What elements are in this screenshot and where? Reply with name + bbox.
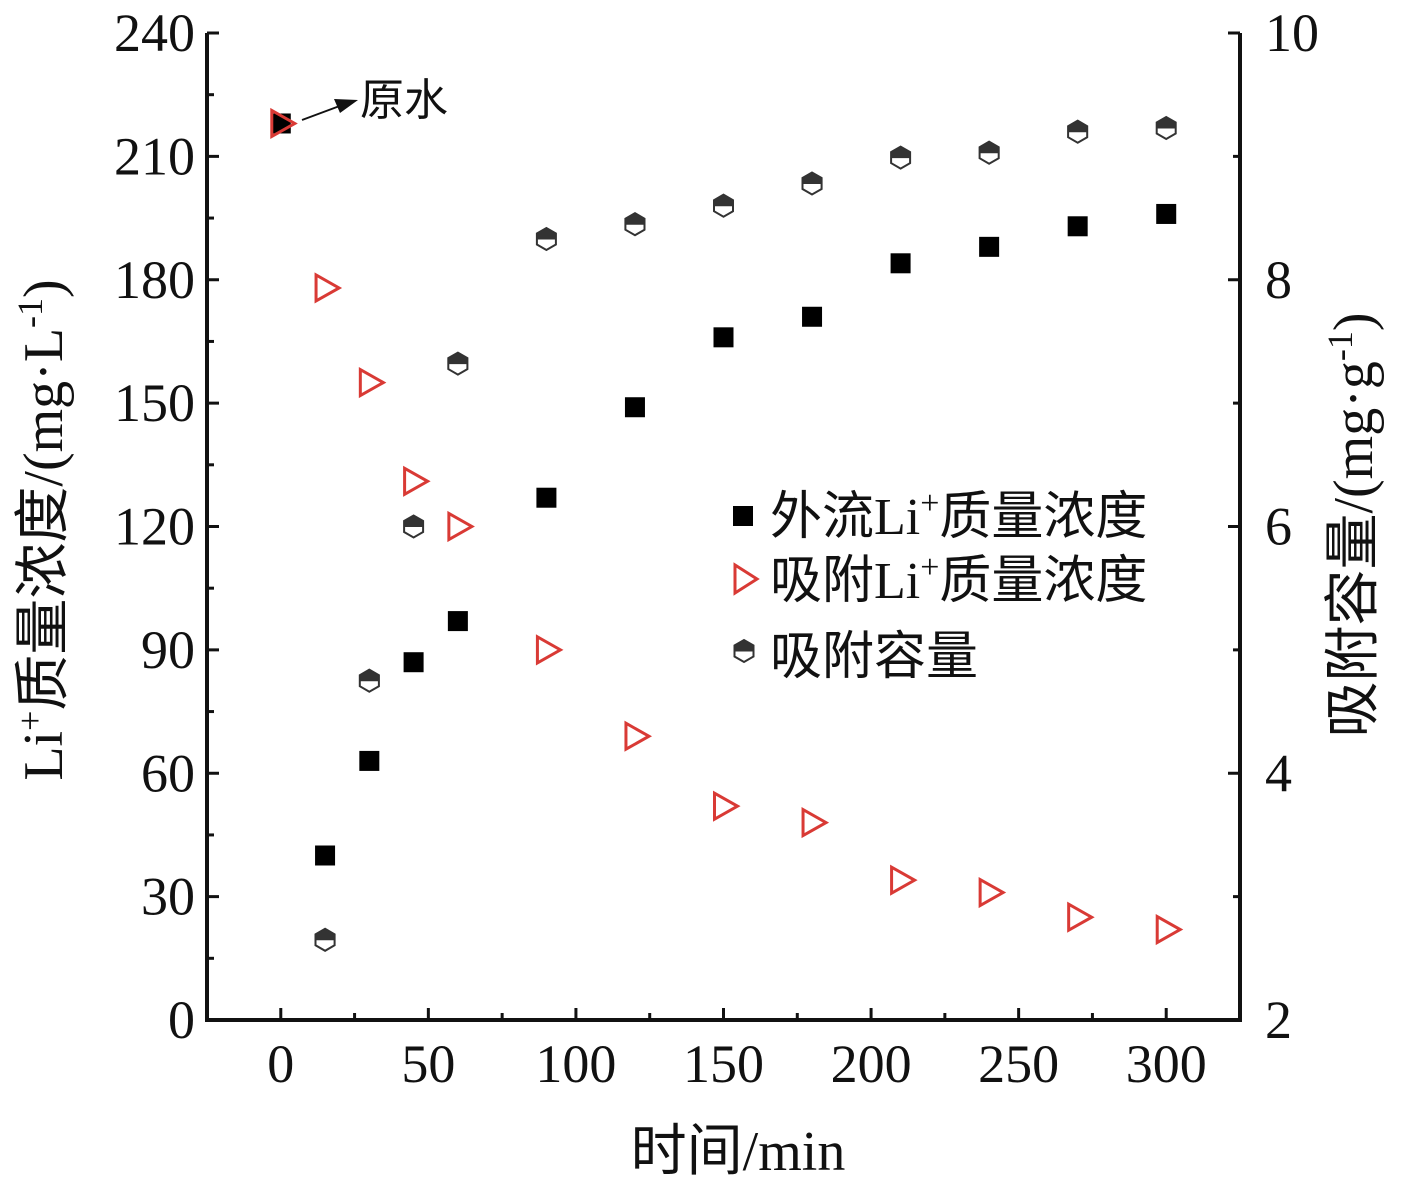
data-point-triangle (314, 272, 343, 304)
legend-marker-hexagon (733, 638, 755, 664)
data-point-hexagon (978, 140, 1000, 165)
data-point-hexagon (535, 226, 557, 252)
y-left-tick-label: 210 (114, 126, 195, 186)
data-point-square (403, 652, 424, 673)
data-point-triangle (978, 876, 1007, 909)
data-point-square (979, 236, 1000, 257)
series-square (270, 113, 1177, 866)
data-point-triangle (270, 107, 298, 140)
legend-item-capacity: 吸附容量 (733, 629, 978, 686)
x-tick-label: 250 (978, 1034, 1059, 1094)
y-left-tick-label: 90 (141, 620, 195, 680)
data-point-square (315, 845, 336, 866)
legend-label-adsorbed: 吸附Li+质量浓度 (770, 549, 1147, 610)
legend-item-effluent: 外流Li+质量浓度 (733, 485, 1147, 546)
data-point-square (447, 611, 468, 632)
data-point-hexagon (314, 927, 336, 952)
y-right-tick-label: 4 (1265, 743, 1292, 803)
y-right-tick-label: 6 (1265, 497, 1292, 557)
data-point-triangle (801, 807, 830, 839)
data-point-hexagon (403, 514, 425, 539)
y-left-tick-label: 0 (168, 990, 195, 1050)
data-point-hexagon (801, 171, 823, 196)
x-tick-label: 200 (831, 1034, 912, 1094)
data-point-square (713, 327, 734, 348)
x-axis-title: 时间/min (631, 1121, 846, 1181)
legend: 外流Li+质量浓度 吸附Li+质量浓度 吸附容量 (733, 485, 1147, 686)
y-left-tick-label: 240 (114, 3, 195, 63)
y-left-tick-label: 120 (114, 497, 195, 557)
data-point-hexagon (358, 668, 380, 693)
data-point-hexagon (890, 145, 912, 170)
y-left-tick-label: 150 (114, 373, 195, 433)
x-tick-label: 0 (267, 1034, 294, 1094)
series-half-filled-hexagon (314, 115, 1177, 952)
y-left-tick-label: 60 (141, 743, 195, 803)
y-axis-right-title: 吸附容量/(mg·g-1) (1320, 312, 1385, 737)
x-tick-label: 150 (683, 1034, 764, 1094)
ticks: 0 50 100 150 200 250 3000306090120150180210240… (114, 3, 1319, 1094)
data-point-hexagon (713, 193, 734, 218)
data-point-triangle (1067, 901, 1095, 933)
data-point-triangle (358, 366, 387, 399)
y-axis-left-title: Li+质量浓度/(mg·L-1) (10, 279, 75, 780)
x-tick-label: 300 (1126, 1034, 1207, 1094)
legend-label-effluent: 外流Li+质量浓度 (770, 485, 1147, 546)
y-right-tick-label: 2 (1265, 990, 1292, 1050)
data-point-triangle (890, 864, 918, 896)
annotation-raw-water: 原水 (301, 76, 448, 125)
y-right-tick-label: 10 (1265, 3, 1319, 63)
data-point-triangle (624, 720, 653, 752)
data-point-triangle (447, 510, 475, 543)
data-point-square (624, 397, 645, 418)
data-point-square (890, 253, 911, 274)
y-right-tick-label: 8 (1265, 250, 1292, 310)
data-point-hexagon (624, 212, 646, 237)
data-point-square (359, 750, 380, 771)
y-left-tick-label: 30 (141, 867, 195, 927)
data-point-square (1156, 203, 1177, 224)
y-left-tick-label: 180 (114, 250, 195, 310)
data-point-hexagon (1155, 115, 1177, 141)
data-point-triangle (713, 790, 741, 822)
data-point-square (536, 487, 557, 508)
legend-item-adsorbed: 吸附Li+质量浓度 (733, 549, 1147, 610)
legend-marker-square (733, 506, 753, 526)
data-point-square (1067, 216, 1088, 237)
data-marks (270, 107, 1184, 952)
data-point-square (802, 306, 823, 327)
data-point-hexagon (1067, 119, 1089, 144)
x-tick-label: 100 (535, 1034, 616, 1094)
data-point-triangle (403, 465, 431, 497)
legend-marker-triangle (733, 562, 760, 596)
series-triangle-right (270, 107, 1184, 946)
annotation-text: 原水 (360, 76, 448, 125)
data-point-triangle (535, 634, 564, 666)
data-point-hexagon (447, 351, 469, 376)
x-tick-label: 50 (401, 1034, 455, 1094)
legend-label-capacity: 吸附容量 (770, 629, 978, 686)
data-point-triangle (1155, 913, 1184, 946)
